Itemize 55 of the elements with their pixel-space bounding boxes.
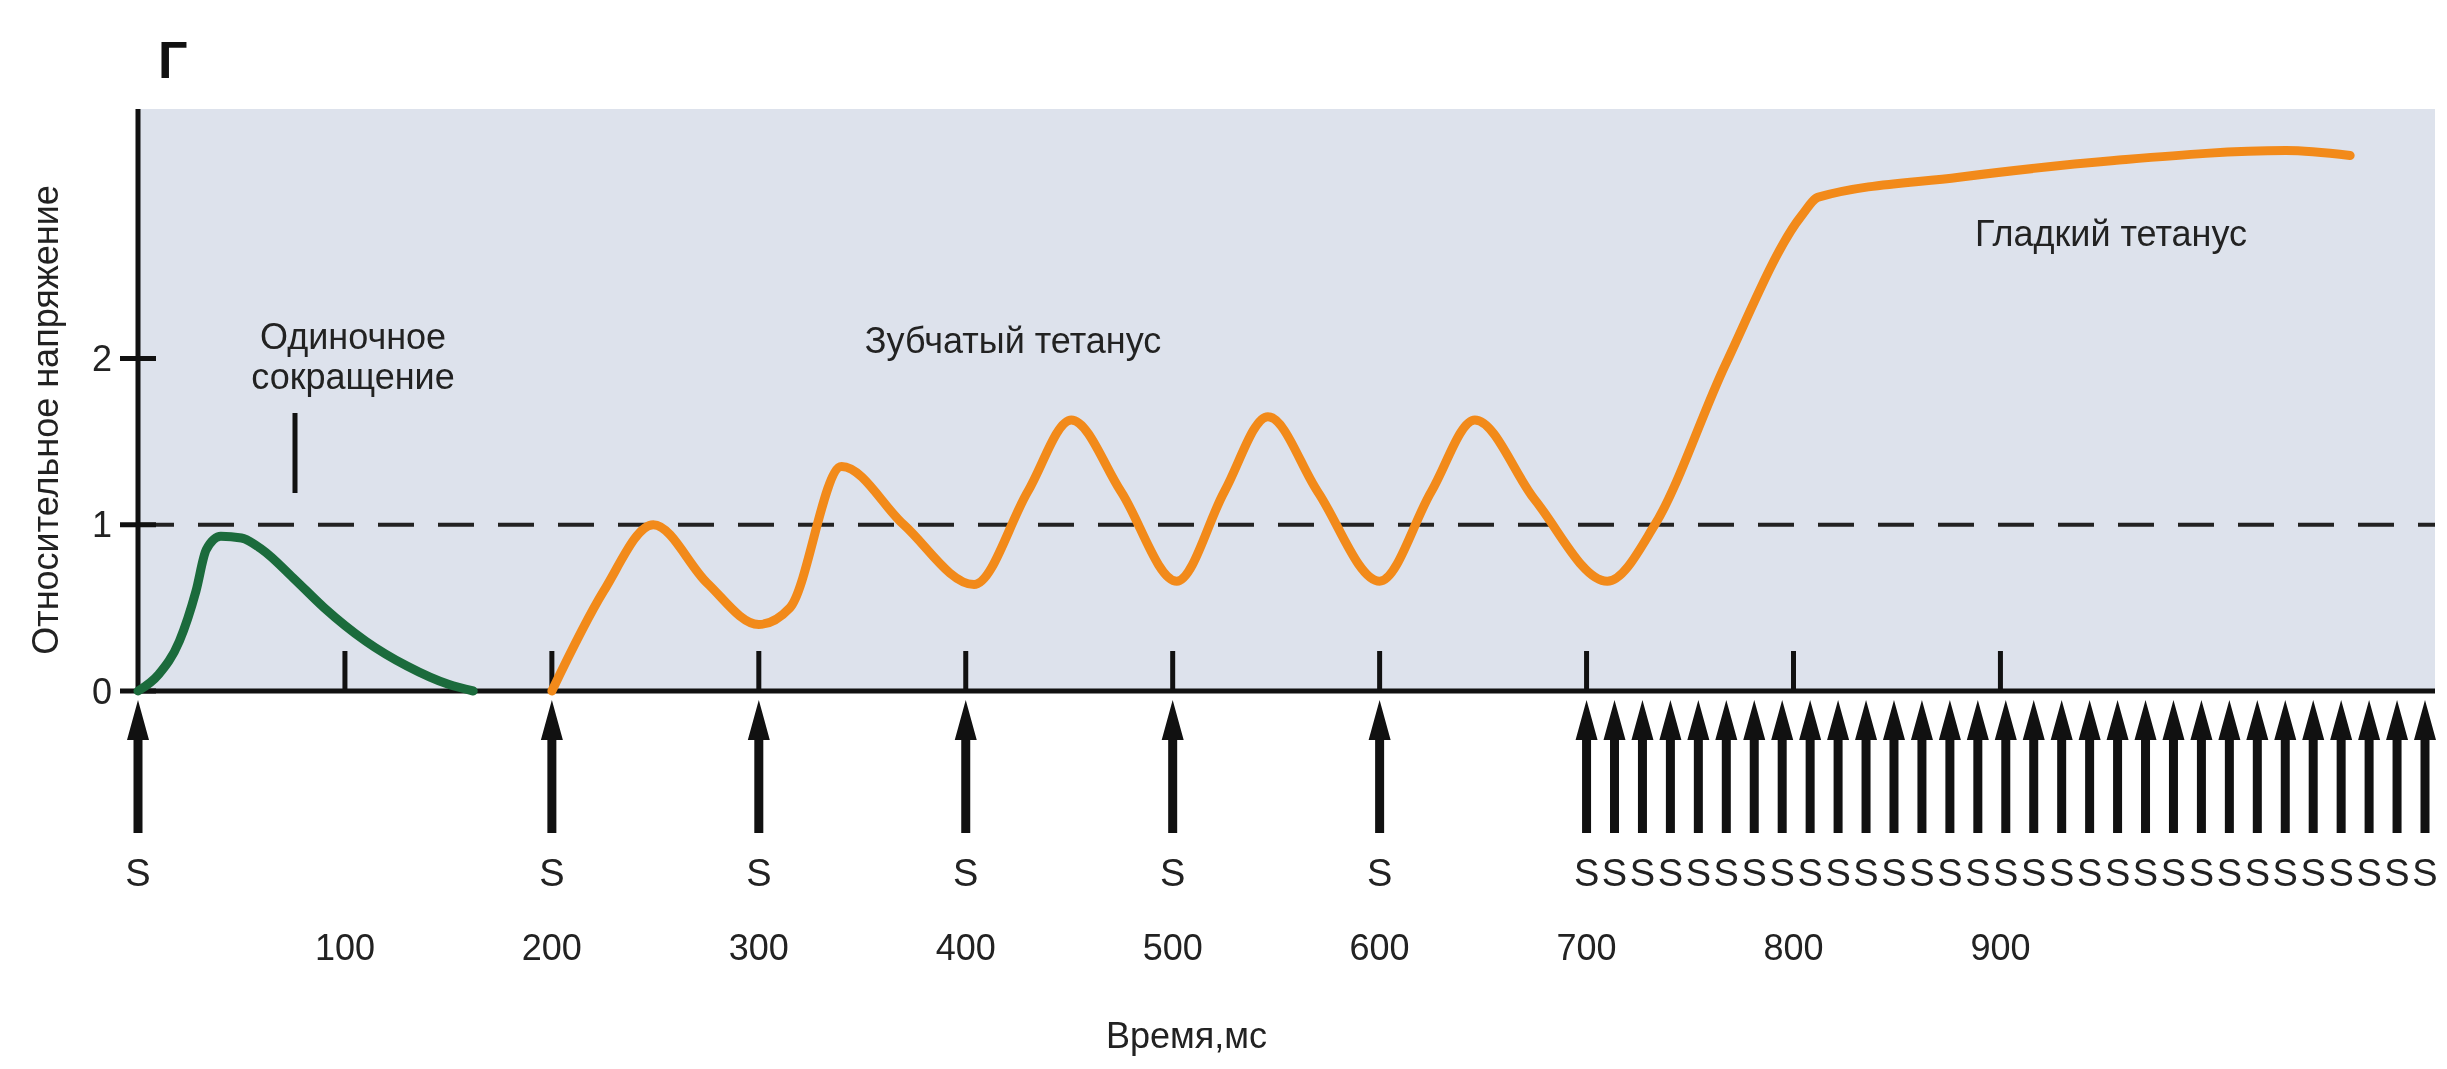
text: S [1685,852,1712,894]
text: S [1909,852,1935,894]
text: S [2300,852,2326,894]
text: S [1573,852,1600,894]
text: S [1713,852,1739,894]
text: S [1657,852,1684,894]
text: S [1881,852,1907,894]
text: S [2412,852,2438,894]
text: S [1629,852,1656,894]
text: S [1993,852,2019,894]
x-tick-label: 900 [1970,927,2031,968]
text: S [2021,852,2047,894]
text: S [125,852,151,894]
text: S [1853,852,1879,894]
text: S [1741,852,1767,894]
text: S [2104,852,2131,894]
annotation: Гладкий тетанус [1975,212,2247,254]
text: S [2188,852,2215,894]
text: S [1797,852,1823,894]
y-tick-label: 0 [91,670,112,712]
text: S [2244,852,2270,894]
text: S [1769,852,1795,894]
text: S [2160,852,2187,894]
text: S [539,852,565,894]
annotation: Одиночное сокращение [251,316,455,397]
text: S [1937,852,1963,894]
x-tick-label: 500 [1142,927,1203,968]
text: S [1825,852,1851,894]
x-tick-label: 300 [728,927,789,968]
chart-title: Г [158,31,188,89]
text: S [1160,852,1186,894]
text: S [2328,852,2354,894]
text: S [2132,852,2159,894]
x-axis-title: Время,мс [1105,1015,1268,1056]
text: S [1965,852,1991,894]
y-axis-title: Относительное напряжение [25,185,66,655]
x-tick-label: 100 [314,927,375,968]
text: S [2384,852,2410,894]
x-tick-label: 200 [521,927,582,968]
x-tick-label: 800 [1763,927,1824,968]
text: S [953,852,979,894]
x-tick-label: 400 [935,927,996,968]
text: S [746,852,772,894]
text: S [1601,852,1628,894]
annotation: Зубчатый тетанус [864,319,1162,361]
text: S [2049,852,2075,894]
text: S [2272,852,2298,894]
y-tick-label: 2 [91,338,112,380]
text: S [2356,852,2382,894]
y-tick-label: 1 [91,504,112,546]
text: S [2216,852,2243,894]
text: S [2076,852,2103,894]
x-tick-label: 700 [1556,927,1617,968]
text: S [1366,852,1393,894]
x-tick-label: 600 [1349,927,1410,968]
